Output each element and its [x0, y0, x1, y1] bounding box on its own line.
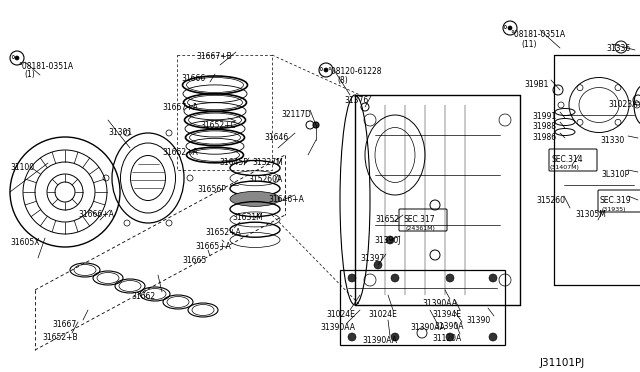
Text: 31376: 31376 [344, 96, 368, 105]
Text: 31305M: 31305M [575, 210, 606, 219]
Text: (11): (11) [521, 40, 536, 49]
Text: 31336: 31336 [606, 44, 630, 53]
Text: 31666+A: 31666+A [78, 210, 114, 219]
Text: 31390AA: 31390AA [410, 323, 445, 332]
Text: 31645P: 31645P [219, 158, 248, 167]
Text: 31991: 31991 [532, 112, 556, 121]
Text: (1): (1) [24, 70, 35, 79]
Text: J31101PJ: J31101PJ [540, 358, 585, 368]
Text: 31662: 31662 [131, 292, 155, 301]
Circle shape [446, 274, 454, 282]
Text: °: ° [502, 25, 507, 35]
Text: 31652+C: 31652+C [200, 121, 236, 130]
Text: 31023A: 31023A [608, 100, 637, 109]
Text: °: ° [318, 67, 323, 77]
Text: 31390: 31390 [466, 316, 490, 325]
Text: 31390AA: 31390AA [362, 336, 397, 345]
Text: 31390AA: 31390AA [320, 323, 355, 332]
Text: 31667+A: 31667+A [162, 103, 198, 112]
Text: 31301: 31301 [108, 128, 132, 137]
Text: 31390A: 31390A [434, 322, 463, 331]
Text: 31631M: 31631M [232, 213, 263, 222]
Text: 31665+A: 31665+A [195, 242, 231, 251]
Circle shape [374, 261, 382, 269]
Text: 31652+B: 31652+B [42, 333, 77, 342]
Text: 31120A: 31120A [432, 334, 461, 343]
Circle shape [489, 274, 497, 282]
Circle shape [324, 68, 328, 72]
Circle shape [391, 274, 399, 282]
Text: 31988: 31988 [532, 122, 556, 131]
Text: 31665: 31665 [182, 256, 206, 265]
Text: 32117D: 32117D [281, 110, 311, 119]
Text: (24361M): (24361M) [405, 226, 435, 231]
Text: 31986: 31986 [532, 133, 556, 142]
Ellipse shape [230, 191, 280, 206]
Text: 31390J: 31390J [374, 236, 401, 245]
Text: 31652+A: 31652+A [205, 228, 241, 237]
Text: 31605X: 31605X [10, 238, 40, 247]
Text: 3L310P: 3L310P [601, 170, 629, 179]
Text: 315260A: 315260A [248, 175, 282, 184]
Text: 31662+A: 31662+A [162, 148, 198, 157]
Text: °08120-61228: °08120-61228 [327, 67, 381, 76]
Text: °08181-0351A: °08181-0351A [18, 62, 73, 71]
Text: 31646+A: 31646+A [268, 195, 304, 204]
Text: 31656P: 31656P [197, 185, 226, 194]
Circle shape [15, 56, 19, 60]
Text: (31935): (31935) [602, 207, 627, 212]
Circle shape [348, 333, 356, 341]
Text: 31667+B: 31667+B [196, 52, 232, 61]
Text: SEC.314: SEC.314 [551, 155, 582, 164]
Text: 31024E: 31024E [326, 310, 355, 319]
Text: 31024E: 31024E [368, 310, 397, 319]
Text: 31100: 31100 [10, 163, 34, 172]
Text: 31330: 31330 [600, 136, 624, 145]
Text: 31652: 31652 [375, 215, 399, 224]
Text: (8): (8) [337, 76, 348, 85]
Circle shape [446, 333, 454, 341]
Text: 31646: 31646 [264, 133, 288, 142]
Circle shape [313, 122, 319, 128]
Circle shape [508, 26, 512, 30]
Text: SEC.317: SEC.317 [403, 215, 435, 224]
Circle shape [391, 333, 399, 341]
Text: 31390AA: 31390AA [422, 299, 457, 308]
Text: 31666: 31666 [181, 74, 205, 83]
Circle shape [489, 333, 497, 341]
Text: 31394E: 31394E [432, 310, 461, 319]
Bar [177, 55, 272, 170]
Text: 315260: 315260 [536, 196, 565, 205]
Text: 31667: 31667 [52, 320, 76, 329]
Bar [340, 270, 505, 345]
Circle shape [386, 236, 394, 244]
Text: °08181-0351A: °08181-0351A [510, 30, 565, 39]
Text: 31327M: 31327M [252, 158, 283, 167]
Circle shape [348, 274, 356, 282]
Text: 319B1: 319B1 [524, 80, 548, 89]
Text: 31397: 31397 [360, 254, 384, 263]
Text: (31407M): (31407M) [549, 165, 579, 170]
Text: °: ° [10, 55, 15, 65]
Text: SEC.319: SEC.319 [600, 196, 632, 205]
